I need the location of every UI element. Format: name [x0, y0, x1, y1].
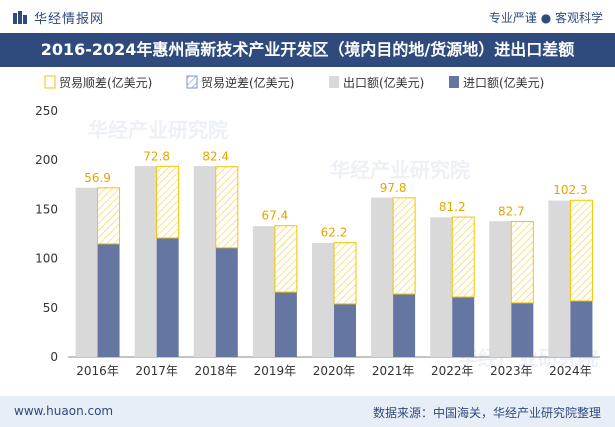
surplus-label-8: 102.3 [553, 183, 587, 197]
surplus-label-4: 62.2 [321, 226, 348, 240]
export-bar-7 [489, 221, 512, 357]
legend-swatch-3 [449, 76, 459, 88]
surplus-label-3: 67.4 [262, 209, 289, 223]
legend-label-0: 贸易顺差(亿美元) [59, 75, 152, 90]
legend-label-2: 出口额(亿美元) [343, 75, 424, 90]
import-bar-6 [452, 296, 475, 357]
y-tick-label-0: 0 [50, 350, 58, 364]
import-bar-1 [156, 237, 179, 357]
logo-icon [13, 10, 27, 24]
axes: 0 50 100 150 200 250 2016年 2017年 2018年 2019年 2020年… [35, 104, 600, 378]
export-bar-3 [252, 226, 275, 357]
x-tick-label-4: 2020年 [313, 364, 356, 378]
x-tick-label-3: 2019年 [254, 364, 297, 378]
export-bar-4 [312, 242, 334, 357]
source-text: 数据来源：中国海关，华经产业研究院整理 [372, 406, 601, 420]
x-tick-label-6: 2022年 [431, 364, 474, 378]
y-tick-label-1: 50 [43, 301, 58, 315]
surplus-bar-4 [333, 242, 357, 305]
watermark-1: 华经产业研究院 [330, 158, 470, 182]
surplus-bar-3 [274, 225, 298, 293]
surplus-label-7: 82.7 [498, 205, 525, 219]
chart-title: 2016-2024年惠州高新技术产业开发区（境内目的地/货源地）进出口差额 [40, 40, 575, 59]
x-tick-label-1: 2017年 [135, 364, 178, 378]
import-bar-2 [215, 247, 238, 357]
x-tick-label-5: 2021年 [372, 364, 415, 378]
tagline: 专业严谨 ● 客观科学 [488, 11, 603, 25]
export-bar-0 [75, 187, 98, 357]
website-text: www.huaon.com [14, 404, 114, 418]
x-tick-label-0: 2016年 [76, 364, 119, 378]
x-tick-label-2: 2018年 [195, 364, 238, 378]
surplus-label-2: 82.4 [202, 150, 229, 164]
export-bar-2 [193, 166, 216, 357]
bars [75, 165, 593, 357]
x-tick-label-8: 2024年 [549, 364, 592, 378]
import-bar-3 [274, 292, 297, 357]
export-bar-8 [548, 200, 571, 357]
import-bar-0 [97, 243, 120, 357]
watermark-0: 华经产业研究院 [88, 118, 228, 142]
surplus-label-1: 72.8 [143, 149, 170, 163]
title-bar: 2016-2024年惠州高新技术产业开发区（境内目的地/货源地）进出口差额 [0, 33, 615, 67]
y-tick-label-3: 150 [35, 202, 58, 216]
y-tick-label-4: 200 [35, 153, 58, 167]
legend-swatch-0 [44, 75, 56, 89]
legend-label-3: 进口额(亿美元) [463, 75, 544, 90]
surplus-bar-8 [569, 199, 593, 302]
surplus-label-5: 97.8 [380, 181, 407, 195]
import-bar-7 [511, 302, 534, 357]
logo-text: 华经情报网 [34, 12, 105, 27]
import-bar-4 [334, 303, 356, 357]
import-bar-8 [570, 300, 593, 357]
export-bar-5 [371, 197, 394, 357]
surplus-bar-7 [510, 221, 534, 304]
x-tick-label-7: 2023年 [490, 364, 533, 378]
surplus-bar-5 [392, 197, 416, 295]
legend: 贸易顺差(亿美元) 贸易逆差(亿美元) 出口额(亿美元) 进口额(亿美元) [44, 75, 544, 90]
export-bar-1 [134, 166, 157, 357]
y-tick-label-5: 250 [35, 104, 58, 118]
legend-swatch-1 [186, 75, 198, 89]
footer: www.huaon.com 数据来源：中国海关，华经产业研究院整理 [0, 396, 615, 427]
legend-label-1: 贸易逆差(亿美元) [201, 75, 294, 90]
legend-swatch-2 [329, 76, 339, 88]
surplus-bar-1 [156, 165, 180, 239]
logo: 华经情报网 [12, 8, 104, 27]
surplus-bar-2 [215, 166, 239, 249]
import-bar-5 [393, 294, 416, 357]
export-bar-6 [430, 217, 453, 357]
surplus-label-0: 56.9 [84, 171, 111, 185]
top-bar: 华经情报网 专业严谨 ● 客观科学 [0, 0, 615, 33]
surplus-bar-6 [451, 216, 475, 298]
surplus-bar-0 [97, 187, 121, 245]
surplus-label-6: 81.2 [439, 200, 466, 214]
data-labels: 56.9 72.8 82.4 67.4 62.2 97.8 81.2 82.7 102.3 [84, 149, 587, 239]
y-tick-label-2: 100 [35, 252, 58, 266]
